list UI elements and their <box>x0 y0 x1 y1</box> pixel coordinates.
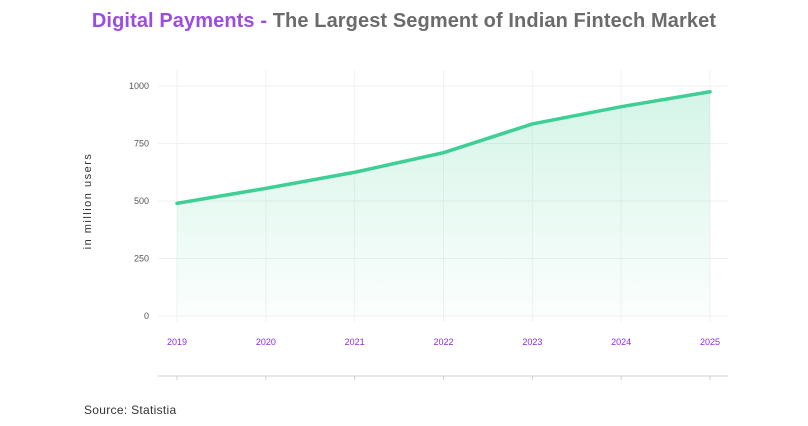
y-tick-label: 750 <box>134 139 149 149</box>
y-tick-label: 0 <box>144 311 149 321</box>
title-separator: - <box>254 10 273 32</box>
source-note: Source: Statistia <box>84 403 177 417</box>
y-axis-label: in million users <box>82 153 94 250</box>
x-axis-bottom-ticks <box>176 376 711 380</box>
title-highlight: Digital Payments <box>91 10 255 32</box>
series-area-fill <box>177 91 710 316</box>
x-tick-label: 2020 <box>256 337 276 347</box>
x-tick-label: 2025 <box>700 337 720 347</box>
x-tick-label: 2019 <box>167 337 187 347</box>
y-tick-label: 1000 <box>129 81 149 91</box>
y-tick-label: 500 <box>134 196 149 206</box>
y-axis: 0 250 500 750 1000 <box>129 81 149 321</box>
title-rest: The Largest Segment of Indian Fintech Ma… <box>272 10 717 32</box>
x-tick-label: 2023 <box>522 337 542 347</box>
x-tick-label: 2021 <box>345 337 365 347</box>
x-axis: 2019 2020 2021 2022 2023 2024 2025 <box>167 337 720 347</box>
x-tick-label: 2022 <box>433 337 453 347</box>
chart-title: Digital Payments - The Largest Segment o… <box>0 10 808 33</box>
y-tick-label: 250 <box>134 254 149 264</box>
x-tick-label: 2024 <box>611 337 631 347</box>
series-line <box>175 90 712 206</box>
